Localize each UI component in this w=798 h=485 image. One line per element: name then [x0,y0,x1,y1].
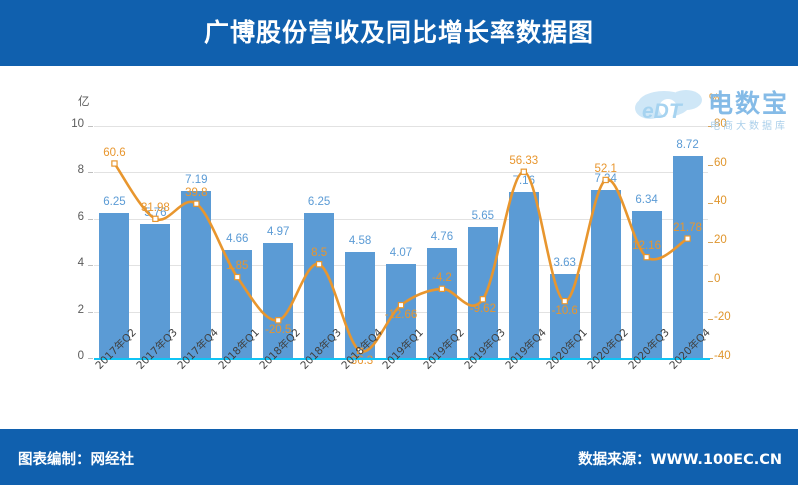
gridline [94,126,708,127]
line-value-label: -36.3 [346,354,374,367]
left-axis-tick-label: 6 [77,210,84,223]
header-bar: 广博股份营收及同比增长率数据图 [0,0,798,66]
left-axis-tick-label: 4 [77,257,84,270]
line-value-label: 8.5 [311,247,328,260]
bar-value-label: 6.34 [635,193,658,206]
line-value-label: 21.78 [673,221,702,234]
line-value-label: 60.6 [103,146,126,159]
line-value-label: 31.98 [141,201,170,214]
right-axis-tick-mark [708,164,713,166]
left-axis-tick-mark [88,172,93,174]
bar-value-label: 3.63 [553,256,576,269]
line-value-label: 56.33 [509,154,539,167]
chart-plot-area: 亿 % 10 8 6 4 2 0 80 60 40 20 0 -20 -40 6.25 5.76 7.19… [0,66,798,429]
footer-bar [0,429,798,485]
axis-baseline [94,358,710,360]
line-value-label: 39.8 [185,186,208,199]
left-axis-tick-label: 10 [71,118,84,130]
bar-value-label: 4.76 [430,230,454,243]
left-axis-tick-label: 0 [77,350,84,362]
line-value-label: 52.1 [594,162,617,175]
right-axis-tick-label: 80 [714,118,727,130]
line-value-label: -10.6 [551,305,578,318]
right-axis-tick-label: 0 [714,272,721,285]
right-axis-tick-label: -40 [714,350,731,362]
bar-value-label: 7.19 [185,174,208,187]
right-axis-tick-mark [708,358,713,359]
bar-value-label: 4.58 [348,234,372,247]
left-axis-tick-mark [88,358,93,359]
left-axis-tick-label: 2 [77,303,84,316]
left-axis-tick-mark [88,218,93,220]
line-value-label: -9.62 [469,303,496,316]
page-title: 广博股份营收及同比增长率数据图 [203,18,594,47]
left-axis-unit: 亿 [78,96,90,108]
line-value-label: -20.5 [265,324,292,337]
bar-value-label: 6.25 [307,196,331,208]
line-marker[interactable] [111,160,118,167]
right-axis-tick-mark [708,242,713,243]
right-axis-tick-mark [708,319,713,321]
left-axis-tick-mark [88,311,93,313]
bar-value-label: 4.97 [266,225,290,238]
right-axis-tick-label: -20 [714,311,731,324]
footer-credit: 图表编制：网经社 [18,452,134,468]
right-axis-tick-mark [708,280,713,282]
line-value-label: -4.2 [432,271,452,284]
line-value-label: -12.66 [384,309,418,322]
bar[interactable] [672,155,703,358]
bar-value-label: 7.16 [512,174,535,187]
right-axis-tick-label: 40 [714,195,727,208]
bar-value-label: 5.65 [471,209,495,222]
right-axis-tick-label: 20 [714,234,727,246]
bar-value-label: 8.72 [676,138,699,151]
right-axis-tick-mark [708,203,713,205]
right-axis-unit: % [709,93,720,105]
line-value-label: 1.85 [226,260,249,273]
right-axis-tick-label: 60 [714,156,727,169]
right-axis-tick-mark [708,126,713,127]
line-value-label: 12.16 [632,240,661,253]
left-axis-tick-label: 8 [77,164,84,177]
bar-value-label: 4.07 [389,246,413,259]
left-axis-tick-mark [88,126,93,127]
footer-source: 数据来源：WWW.100EC.CN [578,452,782,468]
left-axis-tick-mark [88,265,93,267]
